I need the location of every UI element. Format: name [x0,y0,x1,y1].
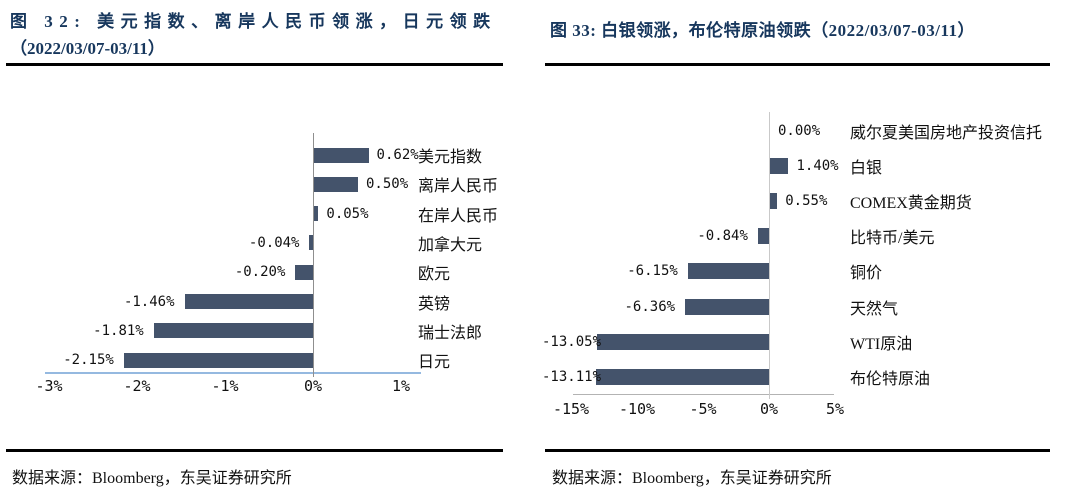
category-label: 离岸人民币 [418,178,499,196]
title-divider [6,63,503,66]
category-label: 威尔夏美国房地产投资信托 [850,125,1043,142]
figure-32: 图 32: 美元指数、离岸人民币领涨，日元领跌 （2022/03/07-03/1… [0,0,540,487]
x-axis-line [45,372,421,374]
value-label: -2.15% [63,352,114,369]
bar [314,176,358,192]
x-tick-label: 5% [825,400,845,418]
x-tick-label: -3% [35,377,63,395]
value-label: 1.40% [796,158,839,175]
value-label: -6.15% [627,263,678,280]
category-label: 铜价 [850,265,883,283]
bar [596,333,769,350]
x-tick-label: 0% [303,377,323,395]
value-label: -1.46% [123,293,175,310]
x-tick-label: -2% [123,377,151,395]
footer-divider [6,449,503,452]
category-label: 瑞士法郎 [418,324,483,342]
x-tick-label: 1% [391,377,411,395]
figure-33-title: 图 33: 白银领涨，布伦特原油领跌（2022/03/07-03/11） [540,0,1080,63]
category-label: COMEX黄金期货 [850,195,972,213]
category-label: 美元指数 [418,149,483,166]
footer-divider [545,449,1050,452]
bar [685,298,769,315]
bar [314,147,369,163]
figure-32-bar-chart: -3% -2% -1% 0% 1% 0.62% 美元指数 0.50% 离岸人民币 0.05% 在岸人… [0,75,540,449]
x-tick-label: -15% [552,400,590,418]
bar [687,263,769,280]
value-label: 0.50% [366,176,409,193]
x-tick-label: -10% [618,400,656,418]
value-label: -1.81% [93,322,144,339]
bar [184,294,313,309]
bar [314,206,319,222]
zero-axis-line [769,112,770,399]
figure-33-bar-chart: -15% -10% -5% 0% 5% 0.00% 威尔夏美国房地产投资信托 1.40% 白银 0… [540,75,1080,449]
bar [757,228,769,245]
value-label: -13.05% [542,333,602,350]
value-label: -0.20% [234,264,286,281]
bar [295,264,313,280]
category-label: 在岸人民币 [418,207,499,225]
category-label: 英镑 [418,295,451,313]
category-label: WTI原油 [850,335,913,353]
zero-axis-line [313,133,314,377]
x-axis-line [573,394,834,395]
x-tick-label: -1% [211,377,239,395]
category-label: 白银 [850,160,883,178]
value-label: -6.36% [624,298,676,315]
bar [309,235,313,251]
value-label: -13.11% [542,368,602,385]
value-label: 0.62% [376,147,419,163]
figure-32-title: 图 32: 美元指数、离岸人民币领涨，日元领跌 （2022/03/07-03/1… [0,0,540,63]
figure-33: 图 33: 白银领涨，布伦特原油领跌（2022/03/07-03/11） -15… [540,0,1080,498]
x-tick-label: 0% [759,400,779,418]
value-label: 0.55% [785,193,828,210]
category-label: 布伦特原油 [850,370,931,388]
x-tick-label: -5% [689,400,717,418]
bar [770,158,789,175]
category-label: 日元 [418,354,451,372]
figure-title-line1: 图 32: 美元指数、离岸人民币领涨，日元领跌 [10,12,497,31]
bar [123,352,313,368]
figure-title-line1: 图 33: 白银领涨，布伦特原油领跌（2022/03/07-03/11） [550,21,976,40]
category-label: 加拿大元 [418,236,483,254]
value-label: -0.04% [248,234,300,251]
category-label: 比特币/美元 [850,230,935,248]
value-label: 0.05% [326,205,369,222]
bar [595,368,769,385]
value-label: -0.84% [697,228,748,245]
bar [153,323,313,339]
category-label: 欧元 [418,266,451,284]
value-label: 0.00% [778,123,821,139]
data-source: 数据来源：Bloomberg，东吴证券研究所 [552,470,832,487]
bar [770,193,778,210]
title-divider [545,63,1050,66]
category-label: 天然气 [850,300,899,318]
figure-title-line2: （2022/03/07-03/11） [10,39,165,58]
data-source: 数据来源：Bloomberg，东吴证券研究所 [12,470,292,487]
